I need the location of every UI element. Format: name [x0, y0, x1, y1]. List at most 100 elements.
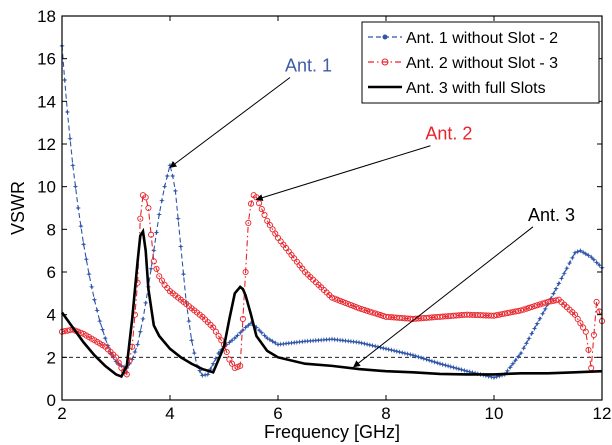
data-point	[550, 290, 557, 297]
data-point	[571, 311, 579, 318]
data-point	[515, 353, 522, 360]
data-point	[226, 339, 233, 346]
data-point	[431, 359, 438, 365]
data-point	[385, 346, 392, 353]
data-point	[213, 355, 219, 362]
data-point	[375, 344, 381, 350]
data-point	[150, 258, 157, 265]
data-point	[310, 337, 316, 344]
data-point	[558, 275, 565, 282]
data-point	[315, 337, 322, 344]
data-point	[485, 373, 492, 380]
data-point	[345, 338, 351, 344]
data-point	[531, 325, 538, 332]
data-point	[88, 284, 95, 290]
data-point	[340, 337, 346, 344]
data-point	[299, 338, 306, 345]
data-point	[259, 330, 265, 336]
data-point	[421, 355, 427, 362]
data-point	[329, 336, 335, 342]
y-tick-label: 12	[37, 135, 56, 154]
data-point	[142, 194, 149, 201]
legend-marker	[382, 34, 388, 40]
data-point	[313, 337, 319, 344]
data-point	[515, 307, 522, 314]
data-point	[212, 328, 219, 335]
y-tick-label: 8	[47, 220, 56, 239]
data-point	[396, 349, 403, 355]
data-point	[553, 285, 559, 292]
data-point	[164, 173, 171, 179]
data-point	[358, 340, 365, 346]
annotation-arrow	[169, 77, 291, 168]
data-point	[180, 271, 187, 277]
data-point	[510, 360, 516, 367]
data-point	[534, 320, 540, 327]
plot-frame	[61, 15, 603, 401]
legend: Ant. 1 without Slot - 2 Ant. 2 without Sl…	[361, 21, 600, 104]
data-point	[331, 295, 338, 302]
data-point	[361, 340, 368, 347]
data-point	[275, 341, 281, 348]
data-point	[588, 254, 594, 260]
data-point	[526, 335, 532, 342]
data-point	[83, 256, 90, 262]
data-point	[126, 360, 133, 367]
data-point	[356, 339, 362, 346]
data-point	[186, 318, 192, 324]
data-point	[456, 366, 462, 372]
data-point	[437, 360, 443, 367]
data-point	[70, 162, 76, 169]
data-point	[534, 302, 541, 309]
y-axis-label: VSWR	[8, 181, 28, 235]
data-point	[240, 327, 246, 333]
data-point	[512, 357, 519, 363]
annotation-arrow	[353, 226, 534, 368]
data-point	[348, 338, 354, 345]
data-point	[191, 350, 198, 356]
data-point	[520, 306, 527, 313]
data-point	[580, 324, 587, 331]
data-point	[496, 373, 503, 379]
data-point	[342, 299, 349, 306]
data-point	[345, 300, 352, 308]
data-point	[364, 341, 370, 348]
data-point	[439, 361, 446, 368]
data-point	[394, 348, 400, 355]
data-point	[245, 322, 252, 329]
x-tick-label: 8	[381, 404, 390, 423]
data-point	[358, 306, 365, 313]
data-point	[237, 362, 244, 369]
data-point	[366, 308, 373, 315]
data-point	[210, 360, 216, 367]
data-point	[77, 329, 84, 336]
data-point	[448, 363, 454, 370]
data-point	[239, 315, 246, 322]
data-point	[528, 303, 535, 311]
data-point	[577, 320, 584, 327]
data-point	[517, 307, 525, 314]
y-tick-label: 10	[37, 178, 56, 197]
data-point	[334, 337, 341, 343]
data-point	[226, 356, 233, 363]
data-point	[137, 215, 144, 222]
data-point	[388, 347, 395, 353]
data-point	[369, 342, 376, 349]
data-point	[123, 371, 130, 378]
data-point	[402, 350, 408, 357]
data-point	[529, 330, 535, 337]
data-point	[288, 340, 295, 346]
data-point	[196, 367, 203, 374]
data-point	[350, 338, 357, 345]
data-point	[78, 223, 84, 229]
data-point	[256, 327, 262, 333]
data-point	[247, 200, 255, 207]
data-point	[242, 324, 249, 331]
data-point	[178, 243, 184, 250]
data-point	[91, 296, 98, 303]
data-point	[156, 211, 162, 218]
data-point	[426, 357, 432, 364]
data-point	[215, 350, 222, 356]
data-point	[377, 344, 384, 351]
